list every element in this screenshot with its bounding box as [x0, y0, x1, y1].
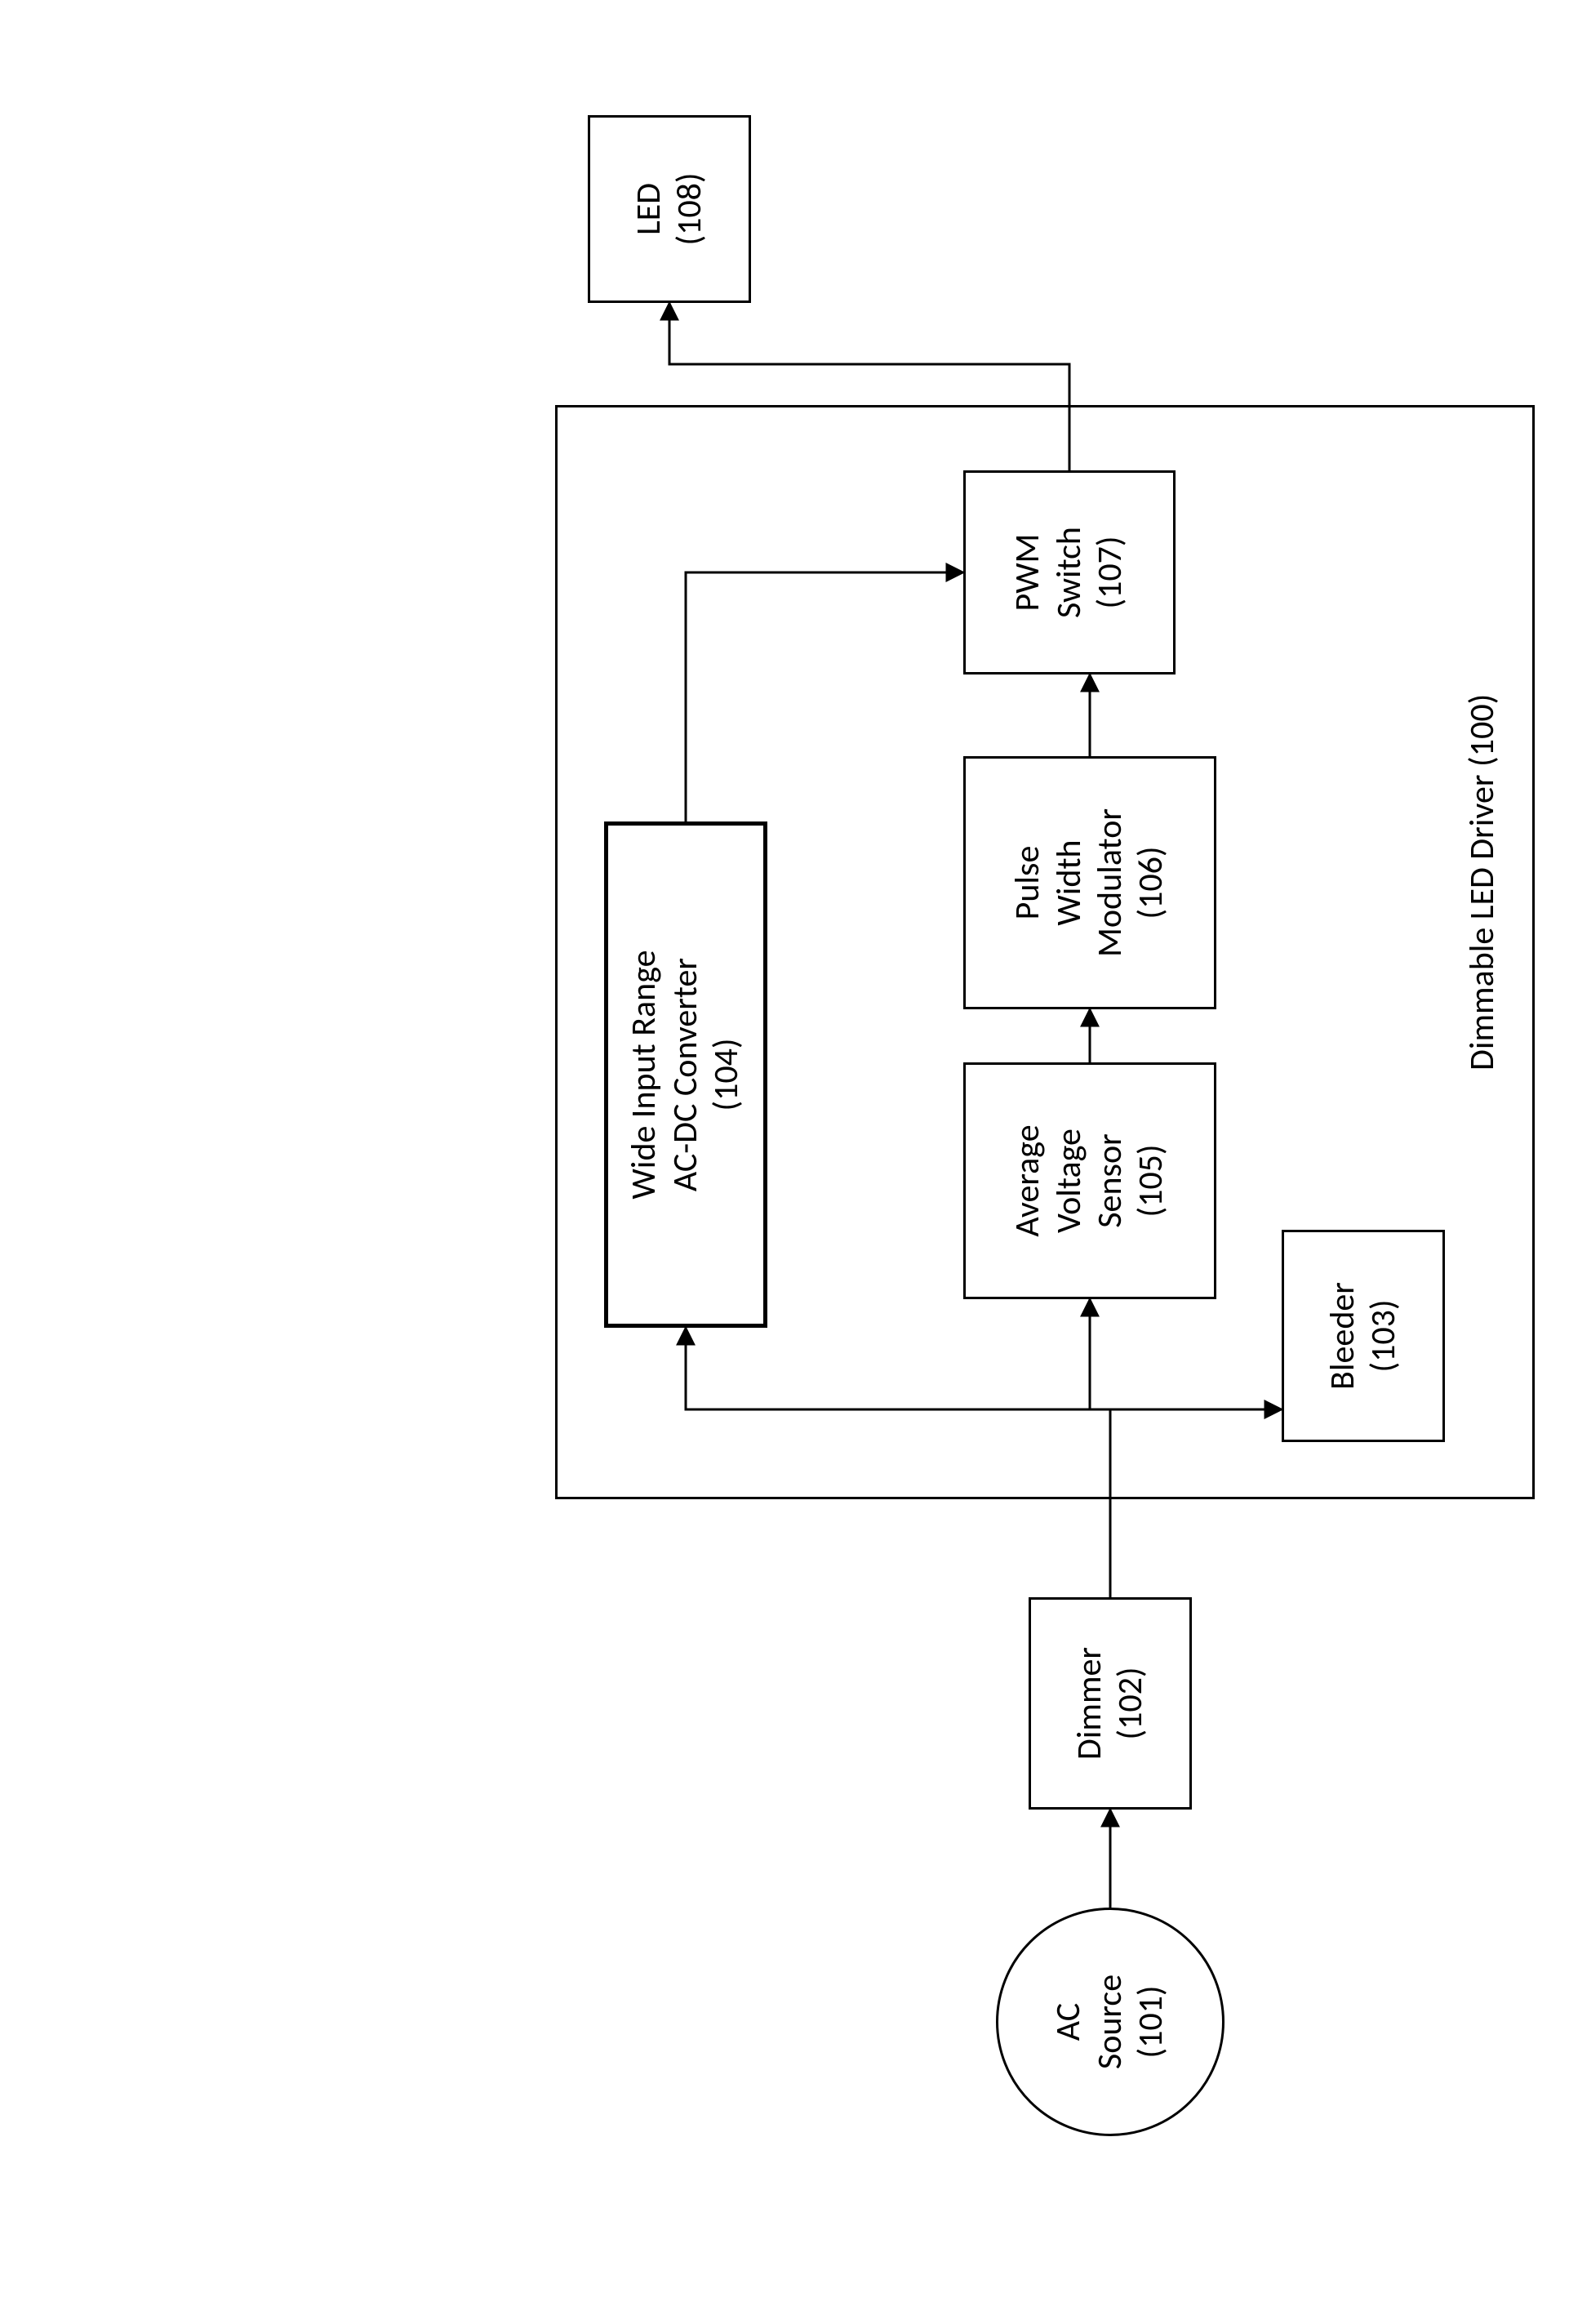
edges-svg [0, 0, 1569, 2324]
edge-6 [686, 572, 963, 821]
diagram-canvas: AC Source (101) Dimmer (102) Wide Input … [0, 0, 1569, 2324]
edge-group [669, 303, 1282, 1908]
edge-1 [686, 1328, 1110, 1597]
edge-7 [669, 303, 1069, 470]
